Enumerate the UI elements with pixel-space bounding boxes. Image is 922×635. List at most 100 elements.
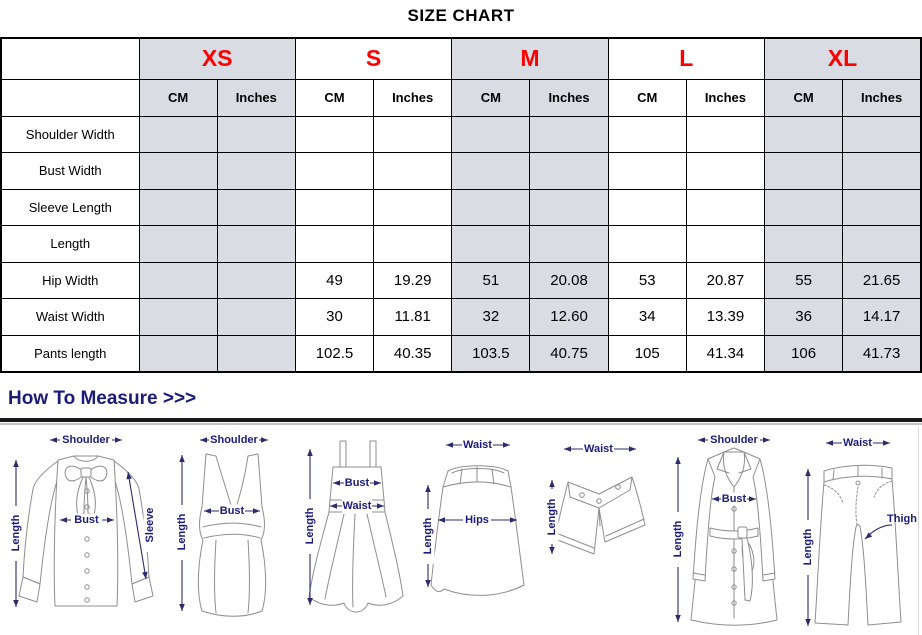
unit-header: Inches (216, 78, 296, 117)
measure-label-bust: Bust (345, 477, 370, 489)
cell (763, 115, 844, 153)
cell: 34 (607, 298, 687, 336)
cell: 103.5 (451, 334, 531, 372)
cell (138, 334, 218, 372)
page-title: SIZE CHART (407, 6, 515, 25)
size-table: XS S M L XL CM Inches CM Inches CM Inche… (0, 37, 922, 373)
measure-label-sleeve: Sleeve (144, 508, 156, 543)
cell (685, 225, 766, 263)
cell (216, 152, 296, 190)
cell: 20.08 (529, 261, 609, 299)
table-row-hip-width: Hip Width 49 19.29 51 20.08 53 20.87 55 … (0, 261, 922, 299)
cell: 49 (294, 261, 375, 299)
measure-label-length: Length (304, 507, 316, 544)
diagram-tank-top: Shoulder Bust Length (168, 427, 296, 635)
cell (373, 115, 453, 153)
cell: 40.75 (529, 334, 609, 372)
row-label: Sleeve Length (0, 188, 140, 226)
cell: 21.65 (842, 261, 922, 299)
measure-label-length: Length (672, 520, 684, 557)
cell (451, 115, 531, 153)
cell (294, 225, 375, 263)
cell: 40.35 (373, 334, 453, 372)
cell: 53 (607, 261, 687, 299)
cell (294, 152, 375, 190)
cell (685, 152, 766, 190)
row-label: Bust Width (0, 152, 140, 190)
how-to-measure-heading: How To Measure >>> (8, 388, 196, 410)
diagram-skirt: Waist Hips Length (416, 427, 538, 635)
unit-header: CM (451, 78, 531, 117)
cell (373, 188, 453, 226)
cell (842, 115, 922, 153)
cell (529, 115, 609, 153)
size-column-header-m: M (451, 37, 609, 80)
row-label: Length (0, 225, 140, 263)
cell: 14.17 (842, 298, 922, 336)
cell (842, 225, 922, 263)
row-label: Hip Width (0, 261, 140, 299)
unit-header: CM (607, 78, 687, 117)
cell (373, 225, 453, 263)
size-column-header-xs: XS (138, 37, 296, 80)
measure-label-waist: Waist (584, 443, 613, 455)
measure-label-waist: Waist (843, 437, 872, 449)
cell: 102.5 (294, 334, 375, 372)
cell (373, 152, 453, 190)
table-row-sleeve-length: Sleeve Length (0, 188, 922, 226)
cell (607, 188, 687, 226)
cell (607, 115, 687, 153)
cell (529, 225, 609, 263)
cell: 19.29 (373, 261, 453, 299)
table-row-pants-length: Pants length 102.5 40.35 103.5 40.75 105… (0, 334, 922, 372)
cell: 11.81 (373, 298, 453, 336)
cell (529, 152, 609, 190)
measure-label-hips: Hips (465, 514, 489, 526)
unit-header: Inches (685, 78, 766, 117)
cell (216, 115, 296, 153)
row-label: Shoulder Width (0, 115, 140, 153)
cell (685, 188, 766, 226)
cell: 12.60 (529, 298, 609, 336)
cell: 30 (294, 298, 375, 336)
cell: 105 (607, 334, 687, 372)
cell (763, 152, 844, 190)
cell: 41.73 (842, 334, 922, 372)
cell: 36 (763, 298, 844, 336)
measure-diagrams: Shoulder Length Bust Sleeve (0, 427, 922, 635)
diagram-pants: Waist Thigh Length (796, 427, 922, 635)
diagram-shorts: Waist Length (538, 427, 660, 635)
cell (842, 188, 922, 226)
table-row-waist-width: Waist Width 30 11.81 32 12.60 34 13.39 3… (0, 298, 922, 336)
measure-label-shoulder: Shoulder (62, 434, 110, 446)
diagram-dress: Bust Waist Length (296, 427, 416, 635)
heading-text: How To Measure (8, 388, 158, 409)
cell (451, 152, 531, 190)
chevrons-icon: >>> (162, 388, 197, 409)
unit-header-row: CM Inches CM Inches CM Inches CM Inches … (0, 78, 922, 117)
cell: 20.87 (685, 261, 766, 299)
measure-label-length: Length (422, 517, 434, 554)
cell (216, 298, 296, 336)
table-row-length: Length (0, 225, 922, 263)
diagram-blouse: Shoulder Length Bust Sleeve (0, 427, 168, 635)
measure-label-length: Length (802, 528, 814, 565)
unit-header: CM (294, 78, 375, 117)
cell (451, 225, 531, 263)
measure-label-length: Length (176, 513, 188, 550)
cell (138, 225, 218, 263)
size-column-header-s: S (294, 37, 453, 80)
cell (138, 188, 218, 226)
measure-label-length: Length (10, 514, 22, 551)
size-column-header-xl: XL (764, 37, 922, 80)
size-column-header-l: L (607, 37, 766, 80)
table-row-shoulder-width: Shoulder Width (0, 115, 922, 153)
diagram-coat: Shoulder Bust Length (660, 427, 796, 635)
unit-header: Inches (529, 78, 609, 117)
unit-header: Inches (842, 78, 922, 117)
cell: 32 (451, 298, 531, 336)
unit-header: Inches (373, 78, 453, 117)
row-label: Pants length (0, 334, 140, 372)
cell (216, 261, 296, 299)
